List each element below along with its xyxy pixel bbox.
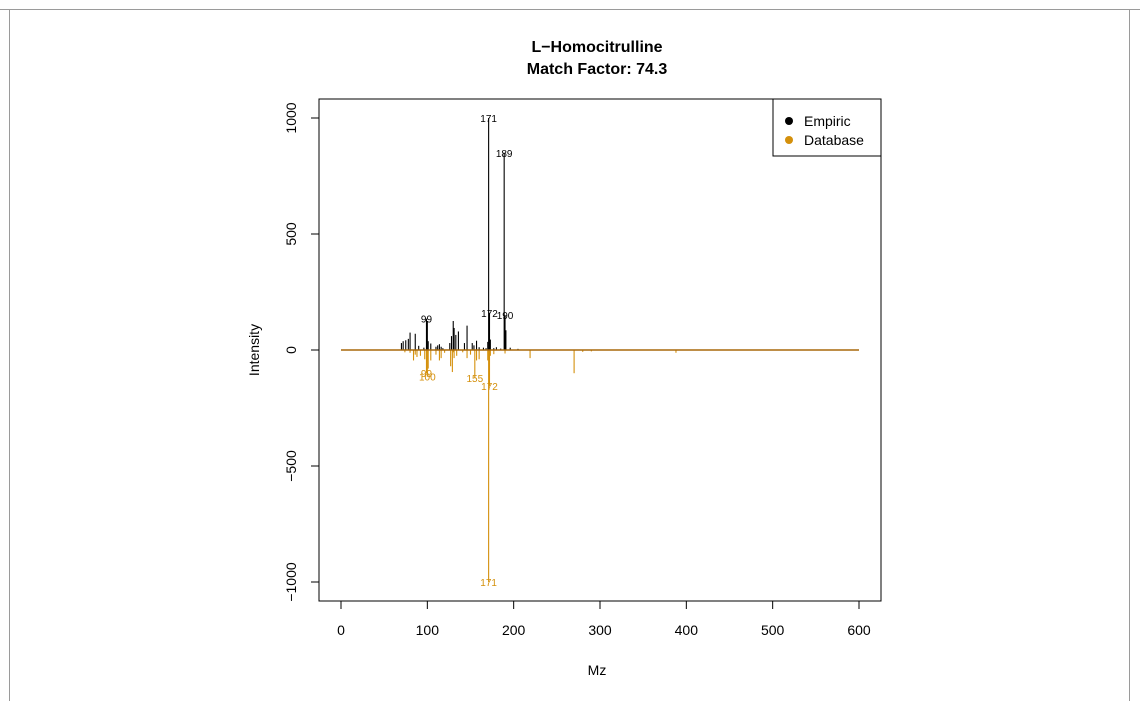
y-tick-label: 500 bbox=[283, 222, 299, 246]
x-tick-label: 300 bbox=[588, 622, 612, 638]
frame-right-border bbox=[1129, 9, 1130, 701]
peak-label: 155 bbox=[466, 374, 483, 385]
legend-dot-database bbox=[785, 136, 793, 144]
x-tick-label: 400 bbox=[675, 622, 699, 638]
x-axis-label: Mz bbox=[588, 662, 607, 678]
frame-top-border bbox=[0, 9, 1140, 10]
peak-label: 171 bbox=[480, 578, 497, 589]
x-tick-label: 600 bbox=[847, 622, 871, 638]
y-axis-label: Intensity bbox=[246, 324, 262, 376]
peak-label: 100 bbox=[419, 373, 436, 384]
peak-label: 190 bbox=[497, 311, 514, 322]
y-tick-label: 0 bbox=[283, 346, 299, 354]
chart-title: L−Homocitrulline bbox=[531, 39, 662, 56]
x-tick-label: 200 bbox=[502, 622, 526, 638]
x-tick-label: 100 bbox=[416, 622, 440, 638]
x-tick-label: 0 bbox=[337, 622, 345, 638]
frame-left-border bbox=[9, 9, 10, 701]
legend-dot-empiric bbox=[785, 117, 793, 125]
chart-subtitle: Match Factor: 74.3 bbox=[527, 61, 668, 78]
peak-label: 171 bbox=[480, 114, 497, 125]
peak-label: 189 bbox=[496, 149, 513, 160]
legend: Empiric Database bbox=[772, 98, 882, 157]
bars-layer bbox=[341, 118, 859, 582]
y-tick-label: 1000 bbox=[283, 102, 299, 133]
legend-label-empiric: Empiric bbox=[804, 113, 851, 129]
peak-label: 99 bbox=[421, 315, 433, 326]
legend-label-database: Database bbox=[804, 132, 864, 148]
peak-label: 172 bbox=[481, 382, 498, 393]
x-tick-label: 500 bbox=[761, 622, 785, 638]
y-axis: −1000 −500 0 500 1000 bbox=[283, 102, 320, 602]
x-axis: 0 100 200 300 400 500 600 bbox=[337, 600, 871, 638]
peak-label: 172 bbox=[481, 309, 498, 320]
y-tick-label: −1000 bbox=[283, 562, 299, 602]
legend-box bbox=[772, 98, 882, 157]
y-tick-label: −500 bbox=[283, 450, 299, 482]
peak-label: 99 bbox=[421, 369, 433, 380]
